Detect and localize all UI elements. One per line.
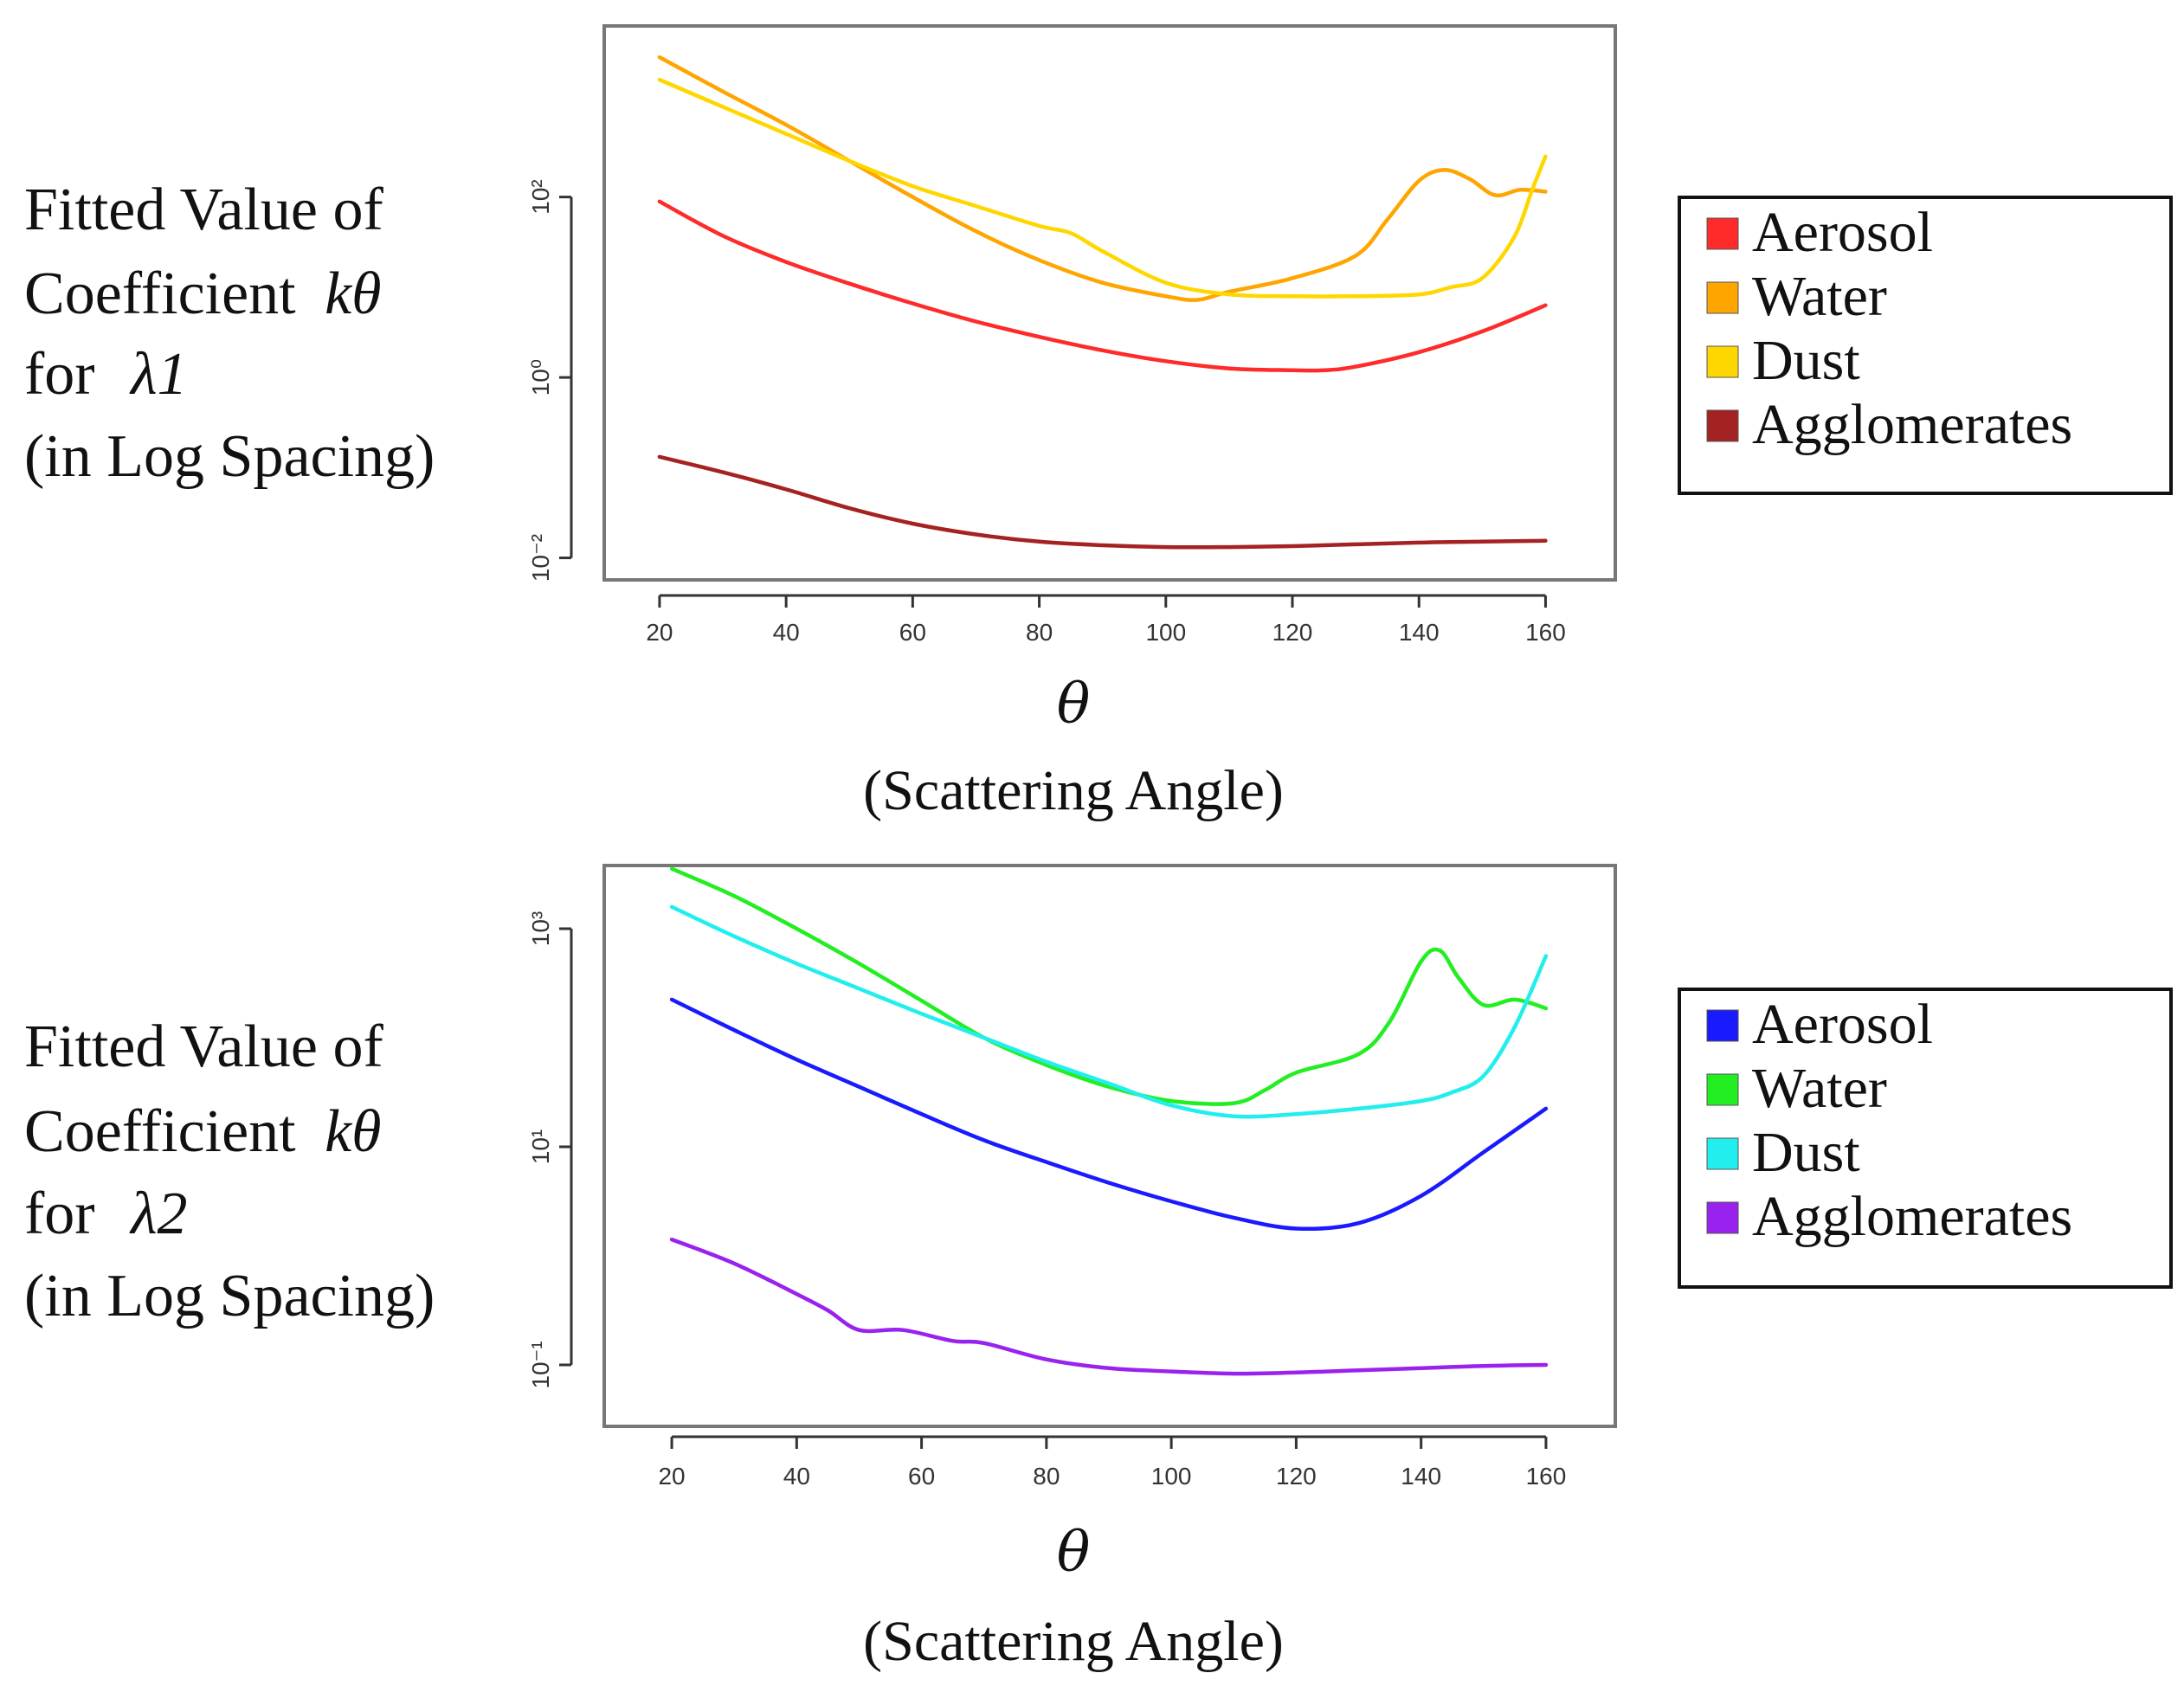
y-tick-label: 10⁻¹ bbox=[527, 1341, 554, 1388]
x-tick-label: 100 bbox=[1151, 1463, 1192, 1490]
x-tick-label: 120 bbox=[1276, 1463, 1317, 1490]
y-label-symbol: kθ bbox=[325, 261, 381, 327]
y-label-line-3: for bbox=[24, 341, 95, 408]
legend-swatch-aerosol bbox=[1706, 217, 1739, 250]
x-label-symbol: θ bbox=[1057, 672, 1091, 737]
svg-text:Coefficient kθ: Coefficient kθ bbox=[24, 1098, 382, 1165]
y-tick-label: 10³ bbox=[527, 911, 554, 946]
legend-swatch-water bbox=[1706, 1073, 1739, 1106]
legend-label-agglomerates: Agglomerates bbox=[1752, 1185, 2072, 1248]
series-line-dust bbox=[669, 904, 1549, 1119]
series-lines bbox=[669, 866, 1549, 1376]
chart-panel-1: Fitted Value of Coefficient kθ for λ1 (i… bbox=[24, 24, 2173, 822]
series-line-aerosol bbox=[657, 199, 1548, 373]
legend-box bbox=[1678, 196, 2173, 495]
x-tick-label: 140 bbox=[1399, 619, 1440, 646]
x-tick-label: 160 bbox=[1525, 619, 1566, 646]
plot-frame bbox=[602, 24, 1617, 582]
legend-label-aerosol: Aerosol bbox=[1752, 993, 1933, 1056]
y-label-line-4: (in Log Spacing) bbox=[24, 423, 435, 490]
y-label-line-3: for bbox=[24, 1181, 95, 1247]
x-label-desc: (Scattering Angle) bbox=[863, 1610, 1284, 1673]
x-tick-label: 80 bbox=[1026, 619, 1053, 646]
legend-swatch-water bbox=[1706, 281, 1739, 314]
x-ticks: 20 40 60 80 100 120 140 160 bbox=[646, 595, 1566, 646]
y-label-line-2: Coefficient bbox=[24, 261, 296, 327]
x-tick-label: 60 bbox=[908, 1463, 935, 1490]
x-label-symbol: θ bbox=[1057, 1521, 1091, 1585]
legend-swatch-dust bbox=[1706, 1137, 1739, 1170]
x-tick-label: 140 bbox=[1401, 1463, 1441, 1490]
y-label-lambda: λ2 bbox=[129, 1181, 187, 1247]
legend-label-aerosol: Aerosol bbox=[1752, 201, 1933, 264]
x-tick-label: 20 bbox=[646, 619, 673, 646]
series-line-water bbox=[669, 866, 1549, 1106]
svg-text:Coefficient kθ: Coefficient kθ bbox=[24, 261, 382, 327]
y-label-line-4: (in Log Spacing) bbox=[24, 1263, 435, 1329]
y-tick-label: 10⁰ bbox=[527, 359, 554, 396]
legend-swatch-aerosol bbox=[1706, 1009, 1739, 1042]
plot-frame bbox=[602, 864, 1617, 1428]
legend-label-water: Water bbox=[1752, 1057, 1887, 1120]
y-ticks: 10⁻² 10⁰ 10² bbox=[527, 179, 571, 582]
x-tick-label: 60 bbox=[899, 619, 926, 646]
x-label-desc: (Scattering Angle) bbox=[863, 759, 1284, 822]
y-label-line-1: Fitted Value of bbox=[24, 1014, 383, 1080]
y-tick-label: 10¹ bbox=[527, 1129, 554, 1164]
legend-swatch-dust bbox=[1706, 345, 1739, 378]
series-lines bbox=[657, 55, 1548, 550]
svg-text:for λ2: for λ2 bbox=[24, 1181, 187, 1247]
y-label-lambda: λ1 bbox=[129, 341, 187, 408]
legend-box bbox=[1678, 988, 2173, 1289]
series-line-aerosol bbox=[669, 997, 1549, 1232]
legend-swatch-agglomerates bbox=[1706, 409, 1739, 442]
legend-swatch-agglomerates bbox=[1706, 1201, 1739, 1234]
x-ticks: 20 40 60 80 100 120 140 160 bbox=[658, 1437, 1566, 1490]
legend-label-dust: Dust bbox=[1752, 1121, 1860, 1184]
y-ticks: 10⁻¹ 10¹ 10³ bbox=[527, 911, 571, 1389]
legend-label-dust: Dust bbox=[1752, 329, 1860, 392]
legend-label-water: Water bbox=[1752, 265, 1887, 328]
x-tick-label: 160 bbox=[1526, 1463, 1567, 1490]
x-tick-label: 80 bbox=[1033, 1463, 1060, 1490]
series-line-agglomerates bbox=[657, 454, 1548, 550]
y-label-symbol: kθ bbox=[325, 1098, 381, 1165]
y-tick-label: 10⁻² bbox=[527, 534, 554, 582]
y-tick-label: 10² bbox=[527, 179, 554, 214]
series-line-dust bbox=[657, 77, 1548, 299]
y-label-line-2: Coefficient bbox=[24, 1098, 296, 1165]
x-tick-label: 20 bbox=[658, 1463, 685, 1490]
x-tick-label: 40 bbox=[773, 619, 800, 646]
legend-label-agglomerates: Agglomerates bbox=[1752, 393, 2072, 456]
x-tick-label: 40 bbox=[783, 1463, 810, 1490]
series-line-agglomerates bbox=[669, 1237, 1549, 1376]
y-label-line-1: Fitted Value of bbox=[24, 177, 383, 243]
x-tick-label: 100 bbox=[1145, 619, 1186, 646]
chart-panel-2: Fitted Value of Coefficient kθ for λ2 (i… bbox=[24, 864, 2173, 1673]
svg-text:for λ1: for λ1 bbox=[24, 341, 187, 408]
x-tick-label: 120 bbox=[1272, 619, 1313, 646]
